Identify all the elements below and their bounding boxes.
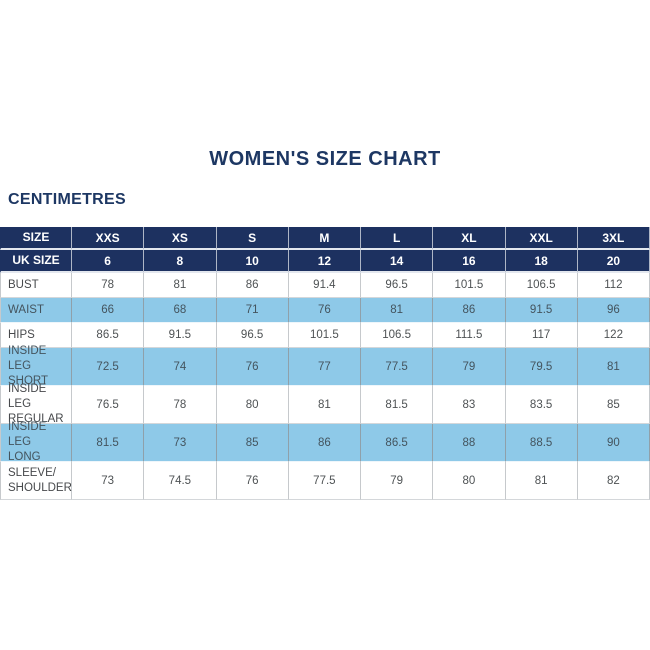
measurement-cell: 88.5 <box>505 424 578 462</box>
measurement-cell: 76.5 <box>72 386 145 424</box>
measurement-cell: 73 <box>144 424 217 462</box>
measurement-cell: 86 <box>433 298 506 323</box>
size-header-row: SIZE XXS XS S M L XL XXL 3XL <box>0 227 650 250</box>
measurement-cell: 72.5 <box>72 348 145 386</box>
measurement-cell: 101.5 <box>288 323 361 348</box>
measurement-cell: 111.5 <box>433 323 506 348</box>
row-label-cell: INSIDE LEG REGULAR <box>0 383 72 425</box>
header-value-cell: 10 <box>216 250 289 273</box>
measurement-cell: 80 <box>433 462 506 500</box>
header-label-cell: SIZE <box>0 227 72 250</box>
measurement-cell: 74 <box>144 348 217 386</box>
header-value-cell: 20 <box>577 250 650 273</box>
measurement-cell: 78 <box>144 386 217 424</box>
row-label-cell: HIPS <box>0 323 72 348</box>
header-value-cell: M <box>288 227 361 250</box>
header-label-cell: UK SIZE <box>0 250 72 273</box>
header-value-cell: 3XL <box>577 227 650 250</box>
measurement-cell: 76 <box>216 462 289 500</box>
header-value-cell: 8 <box>144 250 217 273</box>
header-value-cell: 12 <box>288 250 361 273</box>
measurement-cell: 81 <box>505 462 578 500</box>
header-value-cell: 18 <box>505 250 578 273</box>
measurement-cell: 90 <box>577 424 650 462</box>
measurement-cell: 85 <box>216 424 289 462</box>
measurement-cell: 83.5 <box>505 386 578 424</box>
table-row: INSIDE LEG LONG 81.5 73 85 86 86.5 88 88.5 90 <box>0 421 650 463</box>
measurement-cell: 81.5 <box>72 424 145 462</box>
row-label-cell: SLEEVE/ SHOULDER <box>0 462 72 500</box>
measurement-cell: 86 <box>216 273 289 298</box>
measurement-cell: 122 <box>577 323 650 348</box>
measurement-cell: 91.5 <box>505 298 578 323</box>
header-value-cell: XXS <box>72 227 145 250</box>
measurement-cell: 86.5 <box>72 323 145 348</box>
measurement-cell: 77 <box>288 348 361 386</box>
table-row: BUST 78 81 86 91.4 96.5 101.5 106.5 112 <box>0 273 650 298</box>
table-row: INSIDE LEG REGULAR 76.5 78 80 81 81.5 83 83.5 85 <box>0 383 650 425</box>
header-value-cell: XXL <box>505 227 578 250</box>
measurement-cell: 68 <box>144 298 217 323</box>
measurement-cell: 88 <box>433 424 506 462</box>
measurement-cell: 79 <box>433 348 506 386</box>
header-value-cell: 14 <box>361 250 434 273</box>
measurement-cell: 106.5 <box>505 273 578 298</box>
unit-label: CENTIMETRES <box>8 191 126 208</box>
measurement-cell: 81 <box>288 386 361 424</box>
measurement-cell: 76 <box>216 348 289 386</box>
table-row: HIPS 86.5 91.5 96.5 101.5 106.5 111.5 117 122 <box>0 323 650 348</box>
measurement-cell: 81 <box>577 348 650 386</box>
row-label-cell: INSIDE LEG LONG <box>0 421 72 463</box>
measurement-cell: 79 <box>361 462 434 500</box>
measurement-cell: 76 <box>288 298 361 323</box>
uk-size-row: UK SIZE 6 8 10 12 14 16 18 20 <box>0 250 650 273</box>
measurement-cell: 96 <box>577 298 650 323</box>
measurement-cell: 81.5 <box>361 386 434 424</box>
measurement-cell: 81 <box>361 298 434 323</box>
header-value-cell: XS <box>144 227 217 250</box>
measurement-cell: 112 <box>577 273 650 298</box>
row-label-cell: BUST <box>0 273 72 298</box>
size-chart-table: SIZE XXS XS S M L XL XXL 3XL UK SIZE 6 8 10 12 14 16 18 2… <box>0 227 650 500</box>
measurement-cell: 86 <box>288 424 361 462</box>
measurement-cell: 77.5 <box>288 462 361 500</box>
header-value-cell: 16 <box>433 250 506 273</box>
measurement-cell: 96.5 <box>361 273 434 298</box>
row-label-cell: INSIDE LEG SHORT <box>0 345 72 387</box>
measurement-cell: 85 <box>577 386 650 424</box>
table-row: SLEEVE/ SHOULDER 73 74.5 76 77.5 79 80 81 82 <box>0 462 650 500</box>
measurement-cell: 91.5 <box>144 323 217 348</box>
measurement-cell: 96.5 <box>216 323 289 348</box>
measurement-cell: 73 <box>72 462 145 500</box>
table-row: WAIST 66 68 71 76 81 86 91.5 96 <box>0 298 650 323</box>
table-row: INSIDE LEG SHORT 72.5 74 76 77 77.5 79 79.5 81 <box>0 345 650 387</box>
row-label-cell: WAIST <box>0 298 72 323</box>
measurement-cell: 86.5 <box>361 424 434 462</box>
measurement-cell: 91.4 <box>288 273 361 298</box>
header-value-cell: 6 <box>72 250 145 273</box>
measurement-cell: 82 <box>577 462 650 500</box>
measurement-cell: 81 <box>144 273 217 298</box>
measurement-cell: 79.5 <box>505 348 578 386</box>
measurement-cell: 66 <box>72 298 145 323</box>
measurement-cell: 77.5 <box>361 348 434 386</box>
measurement-cell: 117 <box>505 323 578 348</box>
header-value-cell: XL <box>433 227 506 250</box>
measurement-cell: 74.5 <box>144 462 217 500</box>
header-value-cell: S <box>216 227 289 250</box>
measurement-cell: 83 <box>433 386 506 424</box>
header-value-cell: L <box>361 227 434 250</box>
measurement-cell: 78 <box>72 273 145 298</box>
measurement-cell: 106.5 <box>361 323 434 348</box>
page-title: WOMEN'S SIZE CHART <box>209 148 441 170</box>
measurement-cell: 71 <box>216 298 289 323</box>
measurement-cell: 101.5 <box>433 273 506 298</box>
measurement-cell: 80 <box>216 386 289 424</box>
